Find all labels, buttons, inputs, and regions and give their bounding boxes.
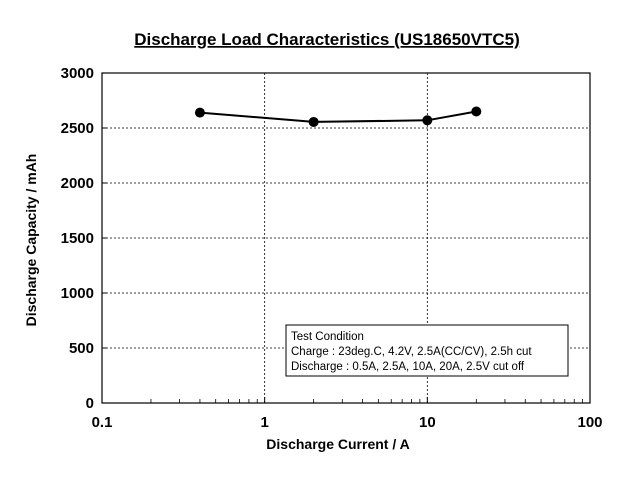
data-point-0-3 [471,106,482,117]
test-condition-box: Test Condition Charge : 23deg.C, 4.2V, 2… [285,324,569,377]
x-axis-ticks: 0.1 1 10 100 [92,397,603,431]
y-tick-label-5: 2500 [61,120,94,137]
series-layer [194,106,482,127]
x-tick-label-0: 0.1 [92,414,113,431]
x-tick-label-3: 100 [577,414,602,431]
y-tick-label-3: 1500 [61,230,94,247]
chart-title: Discharge Load Characteristics (US18650V… [134,30,520,49]
data-point-0-0 [194,107,205,118]
y-tick-label-2: 1000 [61,285,94,302]
test-condition-frame [285,324,569,377]
y-axis-ticks: 0 500 1000 1500 2000 2500 3000 [61,65,107,412]
series-line-0 [199,110,477,123]
test-condition-charge: Charge : 23deg.C, 4.2V, 2.5A(CC/CV), 2.5… [291,346,532,358]
y-axis-label: Discharge Capacity / mAh [23,154,39,327]
y-tick-label-0: 0 [86,395,94,412]
y-tick-label-6: 3000 [61,65,94,82]
y-tick-label-1: 500 [69,340,94,357]
x-tick-label-2: 10 [419,414,436,431]
x-axis-label: Discharge Current / A [266,436,409,452]
data-point-0-1 [308,116,319,127]
test-condition-heading: Test Condition [291,331,364,343]
test-condition-discharge: Discharge : 0.5A, 2.5A, 10A, 20A, 2.5V c… [291,361,525,373]
data-point-0-2 [422,115,433,126]
x-tick-label-1: 1 [260,414,268,431]
y-tick-label-4: 2000 [61,175,94,192]
